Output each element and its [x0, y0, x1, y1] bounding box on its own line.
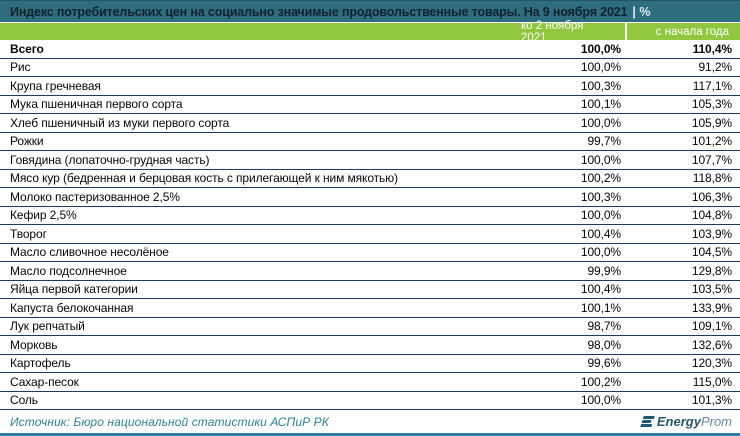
row-product-name: Масло подсолнечное — [10, 263, 127, 278]
row-value-ytd: 120,3% — [691, 356, 732, 371]
row-value-ytd: 110,4% — [692, 41, 733, 56]
row-product-name: Яйца первой категории — [10, 282, 138, 297]
row-product-name: Всего — [10, 41, 44, 56]
page-title: Индекс потребительских цен на социально … — [10, 4, 628, 19]
table-row: Сахар-песок 100,2% 115,0% — [0, 373, 740, 392]
table-row: Крупа гречневая 100,3% 117,1% — [0, 77, 740, 96]
row-product-name: Хлеб пшеничный из муки первого сорта — [10, 115, 230, 130]
row-value-to-nov2: 100,3% — [580, 78, 621, 93]
row-value-to-nov2: 100,0% — [580, 393, 621, 408]
row-product-name: Крупа гречневая — [10, 78, 101, 93]
row-product-name: Творог — [10, 226, 47, 241]
row-value-to-nov2: 100,1% — [580, 300, 621, 315]
column-header-bar: ко 2 ноября 2021 с начала года — [0, 20, 740, 44]
row-value-to-nov2: 100,1% — [580, 97, 621, 112]
row-value-ytd: 105,3% — [691, 97, 732, 112]
row-value-to-nov2: 99,9% — [587, 263, 621, 278]
row-value-to-nov2: 100,4% — [580, 226, 621, 241]
row-value-to-nov2: 100,0% — [580, 152, 621, 167]
row-value-ytd: 101,2% — [691, 134, 732, 149]
source-caption: Источник: Бюро национальной статистики А… — [10, 414, 329, 429]
row-product-name: Кефир 2,5% — [10, 208, 77, 223]
table-row: Рожки 99,7% 101,2% — [0, 133, 740, 151]
row-value-to-nov2: 100,0% — [580, 115, 621, 130]
table-body: Всего 100,0% 110,4% Рис 100,0% 91,2% Кру… — [0, 40, 740, 410]
row-product-name: Капуста белокочанная — [10, 300, 134, 315]
table-row: Всего 100,0% 110,4% — [0, 40, 740, 59]
logo-text-energy: Energy — [656, 414, 701, 429]
row-value-ytd: 132,6% — [691, 337, 732, 352]
title-unit-label: | % — [632, 4, 651, 19]
row-value-ytd: 104,8% — [691, 208, 732, 223]
row-value-ytd: 115,0% — [692, 374, 732, 389]
row-value-to-nov2: 99,7% — [587, 134, 621, 149]
table-row: Лук репчатый 98,7% 109,1% — [0, 318, 740, 336]
table-row: Мука пшеничная первого сорта 100,1% 105,… — [0, 96, 740, 114]
table-row: Рис 100,0% 91,2% — [0, 59, 740, 77]
row-value-to-nov2: 100,2% — [580, 171, 621, 186]
row-value-ytd: 105,9% — [691, 115, 732, 130]
row-product-name: Сахар-песок — [10, 374, 79, 389]
row-value-to-nov2: 100,4% — [580, 282, 621, 297]
energyprom-logo-text: EnergyProm — [657, 414, 732, 429]
table-row: Молоко пастеризованное 2,5% 100,3% 106,3… — [0, 188, 740, 207]
row-product-name: Морковь — [10, 337, 58, 352]
row-value-to-nov2: 100,0% — [580, 60, 621, 75]
table-row: Масло подсолнечное 99,9% 129,8% — [0, 262, 740, 281]
table-row: Картофель 99,6% 120,3% — [0, 355, 740, 373]
energyprom-logo: EnergyProm — [640, 414, 732, 429]
table-row: Творог 100,4% 103,9% — [0, 225, 740, 244]
table-row: Яйца первой категории 100,4% 103,5% — [0, 281, 740, 299]
table-row: Морковь 98,0% 132,6% — [0, 336, 740, 355]
row-product-name: Говядина (лопаточно-грудная часть) — [10, 152, 210, 167]
table-row: Мясо кур (бедренная и берцовая кость с п… — [0, 170, 740, 188]
row-product-name: Рожки — [10, 134, 44, 149]
row-value-ytd: 106,3% — [691, 189, 732, 204]
row-product-name: Мясо кур (бедренная и берцовая кость с п… — [10, 171, 398, 186]
row-product-name: Рис — [10, 60, 31, 75]
row-value-to-nov2: 100,0% — [580, 208, 621, 223]
column-header-ytd: с начала года — [655, 25, 729, 38]
logo-text-prom: Prom — [700, 414, 732, 429]
table-row: Говядина (лопаточно-грудная часть) 100,0… — [0, 151, 740, 170]
row-value-to-nov2: 98,7% — [587, 319, 621, 334]
row-value-to-nov2: 100,3% — [580, 189, 621, 204]
row-value-ytd: 104,5% — [691, 245, 732, 260]
table-row: Соль 100,0% 101,3% — [0, 392, 740, 410]
footer: Источник: Бюро национальной статистики А… — [0, 410, 740, 433]
row-product-name: Молоко пастеризованное 2,5% — [10, 189, 180, 204]
table-row: Капуста белокочанная 100,1% 133,9% — [0, 299, 740, 318]
row-value-ytd: 91,2% — [698, 60, 732, 75]
row-value-to-nov2: 100,2% — [580, 374, 621, 389]
row-value-ytd: 107,7% — [691, 152, 732, 167]
energyprom-logo-icon — [640, 416, 655, 427]
column-header-to-nov2: ко 2 ноября 2021 — [521, 20, 627, 44]
row-product-name: Масло сливочное несолёное — [10, 245, 169, 260]
row-value-ytd: 133,9% — [691, 300, 732, 315]
row-value-ytd: 101,3% — [691, 393, 732, 408]
row-value-ytd: 118,8% — [692, 171, 732, 186]
row-value-to-nov2: 98,0% — [587, 337, 621, 352]
row-value-ytd: 109,1% — [691, 319, 732, 334]
table-row: Хлеб пшеничный из муки первого сорта 100… — [0, 114, 740, 133]
row-product-name: Соль — [10, 393, 38, 408]
row-value-to-nov2: 100,0% — [580, 245, 621, 260]
row-value-ytd: 103,9% — [691, 226, 732, 241]
row-value-ytd: 129,8% — [691, 263, 732, 278]
row-product-name: Картофель — [10, 356, 71, 371]
table-row: Кефир 2,5% 100,0% 104,8% — [0, 207, 740, 225]
row-value-ytd: 103,5% — [691, 282, 732, 297]
row-value-ytd: 117,1% — [692, 78, 732, 93]
title-bar: Индекс потребительских цен на социально … — [0, 0, 740, 22]
row-value-to-nov2: 100,0% — [580, 41, 621, 56]
row-value-to-nov2: 99,6% — [587, 356, 621, 371]
row-product-name: Мука пшеничная первого сорта — [10, 97, 183, 112]
column-header-spacer — [0, 23, 521, 40]
table-row: Масло сливочное несолёное 100,0% 104,5% — [0, 244, 740, 262]
row-product-name: Лук репчатый — [10, 319, 85, 334]
